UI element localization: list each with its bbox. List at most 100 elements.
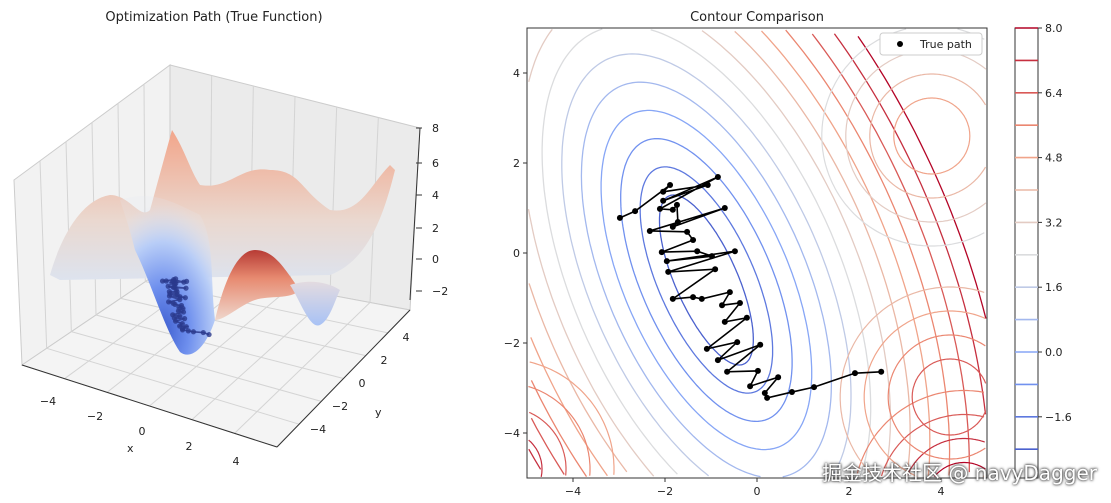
x-tick-label: −4 — [565, 485, 581, 498]
contour-line — [528, 33, 987, 470]
true-path-point — [690, 294, 697, 301]
z-axis-line — [409, 127, 421, 301]
contour-bg — [527, 28, 987, 478]
y-axis-line — [276, 309, 411, 448]
true-path-point — [714, 357, 721, 364]
contour-line — [620, 137, 793, 423]
contour-line — [911, 358, 987, 436]
true-path-point — [632, 208, 639, 215]
3d-path-point — [159, 278, 166, 284]
legend: True path — [879, 32, 983, 56]
x-tick-label: 0 — [139, 425, 146, 438]
true-path-point — [667, 182, 674, 189]
contour-line — [934, 461, 986, 477]
x-tick-label: 2 — [846, 485, 853, 498]
3d-optimization-path — [159, 276, 212, 338]
z-tick-label: 8 — [432, 122, 439, 135]
true-path-point — [694, 248, 701, 255]
true-path-point — [764, 394, 771, 401]
contour-line — [658, 194, 754, 366]
x-axis-label: x — [127, 442, 134, 455]
true-path-point — [684, 228, 691, 235]
contour-line — [528, 30, 911, 474]
true-path-point — [736, 299, 743, 306]
true-path-point — [775, 374, 782, 381]
3d-tick-labels: −2 0 2 4 6 8 −4 −2 0 2 4 −4 −2 0 2 4 — [40, 122, 448, 468]
true-path-point — [646, 227, 653, 234]
3d-path-point — [163, 278, 169, 284]
true-path-point — [616, 214, 623, 221]
contour-line — [561, 53, 852, 477]
true-path-point — [731, 248, 738, 255]
contour-line — [887, 334, 986, 460]
true-path-point — [660, 197, 667, 204]
3d-path-point — [182, 295, 188, 301]
true-path-point — [761, 389, 768, 396]
surface-right-valley — [290, 281, 340, 326]
true-path-point — [690, 236, 697, 243]
contour-line — [906, 437, 985, 478]
true-path-point — [698, 295, 705, 302]
contour-line — [580, 81, 833, 478]
x-tick-label: 4 — [233, 455, 240, 468]
x-tick-label: 4 — [938, 485, 945, 498]
3d-path-point — [173, 276, 179, 282]
colorbar-frame — [1014, 27, 1039, 479]
y-tick-label: 2 — [513, 157, 520, 170]
3d-path-point — [170, 300, 176, 306]
3d-path-point — [181, 316, 188, 322]
true-path-point — [747, 383, 754, 390]
3d-path-point — [206, 331, 212, 338]
3d-path-point — [181, 279, 187, 285]
contour-line — [528, 439, 543, 478]
true-path-point — [726, 289, 733, 296]
colorbar-tick-label: 4.8 — [1045, 152, 1063, 165]
contour-line — [530, 29, 951, 477]
contour-line — [528, 385, 591, 476]
z-tick-label: 0 — [432, 253, 439, 266]
contour-line — [528, 411, 567, 476]
true-path-point — [708, 253, 715, 260]
3d-path-point — [170, 312, 176, 318]
true-path-point — [724, 368, 731, 375]
x-tick-label: 2 — [186, 440, 193, 453]
3d-path-point — [183, 285, 189, 291]
z-tick-label: −2 — [432, 285, 448, 298]
contour-line — [541, 28, 872, 478]
z-tick-label: 6 — [432, 157, 439, 170]
3d-path-point — [165, 283, 171, 289]
true-path-point — [658, 249, 665, 256]
y-tick-label: −2 — [504, 337, 520, 350]
contour-line — [880, 413, 985, 477]
3d-path-point — [166, 288, 172, 295]
colorbar-tick-label: 6.4 — [1045, 87, 1063, 100]
true-path-point — [714, 173, 721, 180]
contour-line — [527, 28, 892, 477]
true-path-point — [734, 339, 741, 346]
contour-line — [600, 109, 813, 451]
true-path-point — [721, 205, 728, 211]
true-path-point — [704, 182, 711, 189]
right-title: Contour Comparison — [690, 10, 824, 25]
y-tick-label: −4 — [504, 427, 520, 440]
contour-line — [863, 310, 986, 478]
3d-path-point — [185, 328, 191, 334]
y-tick-label: −4 — [310, 423, 326, 436]
true-path-point — [754, 367, 761, 374]
true-path-point — [673, 201, 680, 208]
y-tick-label: 0 — [513, 247, 520, 260]
true-path-series — [616, 173, 885, 401]
y-tick-label: 2 — [381, 354, 388, 367]
true-path-point — [878, 368, 885, 375]
3d-path-point — [178, 302, 185, 309]
surface-valley — [120, 195, 215, 355]
legend-marker — [897, 41, 903, 47]
contour-line — [857, 36, 987, 319]
surface-hump — [215, 250, 300, 320]
true-path-point — [669, 223, 676, 230]
legend-label: True path — [919, 38, 972, 51]
true-path-point — [721, 318, 728, 325]
3d-path-point — [177, 313, 183, 319]
y-tick-label: 4 — [513, 67, 520, 80]
true-path-point — [712, 266, 719, 273]
